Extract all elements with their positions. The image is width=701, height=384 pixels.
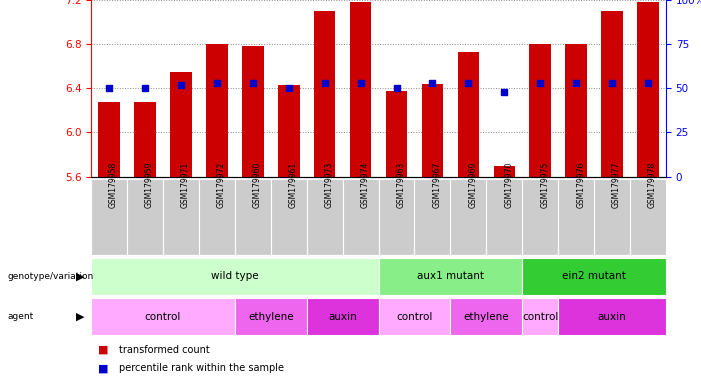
Bar xyxy=(601,11,622,177)
Text: GSM179976: GSM179976 xyxy=(576,162,585,208)
Text: GSM179973: GSM179973 xyxy=(325,162,334,208)
Bar xyxy=(565,44,587,177)
Point xyxy=(175,82,186,88)
Point xyxy=(642,80,653,86)
Bar xyxy=(235,179,271,255)
Point xyxy=(391,85,402,91)
Point xyxy=(498,89,510,95)
Bar xyxy=(450,298,522,335)
Bar xyxy=(458,52,479,177)
Bar xyxy=(91,298,235,335)
Bar xyxy=(386,91,407,177)
Text: GSM179970: GSM179970 xyxy=(504,162,513,208)
Text: GSM179958: GSM179958 xyxy=(109,162,118,208)
Point xyxy=(355,80,366,86)
Text: GSM179961: GSM179961 xyxy=(289,162,298,208)
Point xyxy=(211,80,222,86)
Bar xyxy=(594,179,630,255)
Bar xyxy=(91,258,379,295)
Point xyxy=(319,80,330,86)
Text: GSM179978: GSM179978 xyxy=(648,162,657,208)
Text: GSM179975: GSM179975 xyxy=(540,162,549,208)
Point xyxy=(247,80,259,86)
Text: GSM179971: GSM179971 xyxy=(181,162,190,208)
Text: GSM179959: GSM179959 xyxy=(145,162,154,208)
Text: ■: ■ xyxy=(98,345,109,355)
Bar xyxy=(235,298,307,335)
Text: auxin: auxin xyxy=(598,312,627,322)
Bar xyxy=(494,166,515,177)
Text: ▶: ▶ xyxy=(76,312,84,322)
Text: ethylene: ethylene xyxy=(248,312,294,322)
Bar xyxy=(98,101,120,177)
Bar xyxy=(343,179,379,255)
Text: GSM179967: GSM179967 xyxy=(433,162,442,208)
Text: GSM179963: GSM179963 xyxy=(397,162,405,208)
Bar xyxy=(163,179,199,255)
Bar xyxy=(135,101,156,177)
Text: GSM179960: GSM179960 xyxy=(253,162,261,208)
Text: ein2 mutant: ein2 mutant xyxy=(562,271,626,281)
Text: control: control xyxy=(522,312,559,322)
Bar xyxy=(170,72,192,177)
Text: GSM179972: GSM179972 xyxy=(217,162,226,208)
Bar xyxy=(522,179,558,255)
Text: auxin: auxin xyxy=(328,312,357,322)
Bar xyxy=(242,46,264,177)
Point xyxy=(571,80,582,86)
Point xyxy=(606,80,618,86)
Text: genotype/variation: genotype/variation xyxy=(7,272,93,281)
Bar xyxy=(630,179,666,255)
Bar xyxy=(91,179,127,255)
Bar xyxy=(450,179,486,255)
Text: wild type: wild type xyxy=(211,271,259,281)
Bar xyxy=(307,298,379,335)
Point xyxy=(139,85,151,91)
Bar xyxy=(522,298,558,335)
Text: GSM179974: GSM179974 xyxy=(360,162,369,208)
Bar xyxy=(206,44,228,177)
Point xyxy=(427,80,438,86)
Text: aux1 mutant: aux1 mutant xyxy=(417,271,484,281)
Text: percentile rank within the sample: percentile rank within the sample xyxy=(119,363,284,373)
Bar xyxy=(529,44,551,177)
Bar xyxy=(486,179,522,255)
Bar xyxy=(379,298,450,335)
Bar xyxy=(522,258,666,295)
Point xyxy=(463,80,474,86)
Bar xyxy=(421,84,443,177)
Text: ethylene: ethylene xyxy=(463,312,509,322)
Bar xyxy=(350,2,372,177)
Bar xyxy=(637,2,659,177)
Bar xyxy=(307,179,343,255)
Point xyxy=(535,80,546,86)
Text: control: control xyxy=(145,312,181,322)
Text: transformed count: transformed count xyxy=(119,345,210,355)
Bar xyxy=(199,179,235,255)
Text: control: control xyxy=(396,312,433,322)
Bar xyxy=(558,179,594,255)
Bar xyxy=(414,179,450,255)
Bar xyxy=(558,298,666,335)
Bar xyxy=(278,85,299,177)
Text: GSM179969: GSM179969 xyxy=(468,162,477,208)
Text: ▶: ▶ xyxy=(76,271,84,281)
Point xyxy=(283,85,294,91)
Bar xyxy=(271,179,307,255)
Text: GSM179977: GSM179977 xyxy=(612,162,621,208)
Bar xyxy=(314,11,335,177)
Bar xyxy=(379,258,522,295)
Bar xyxy=(379,179,414,255)
Text: agent: agent xyxy=(7,312,33,321)
Point xyxy=(104,85,115,91)
Bar xyxy=(127,179,163,255)
Text: ■: ■ xyxy=(98,363,109,373)
